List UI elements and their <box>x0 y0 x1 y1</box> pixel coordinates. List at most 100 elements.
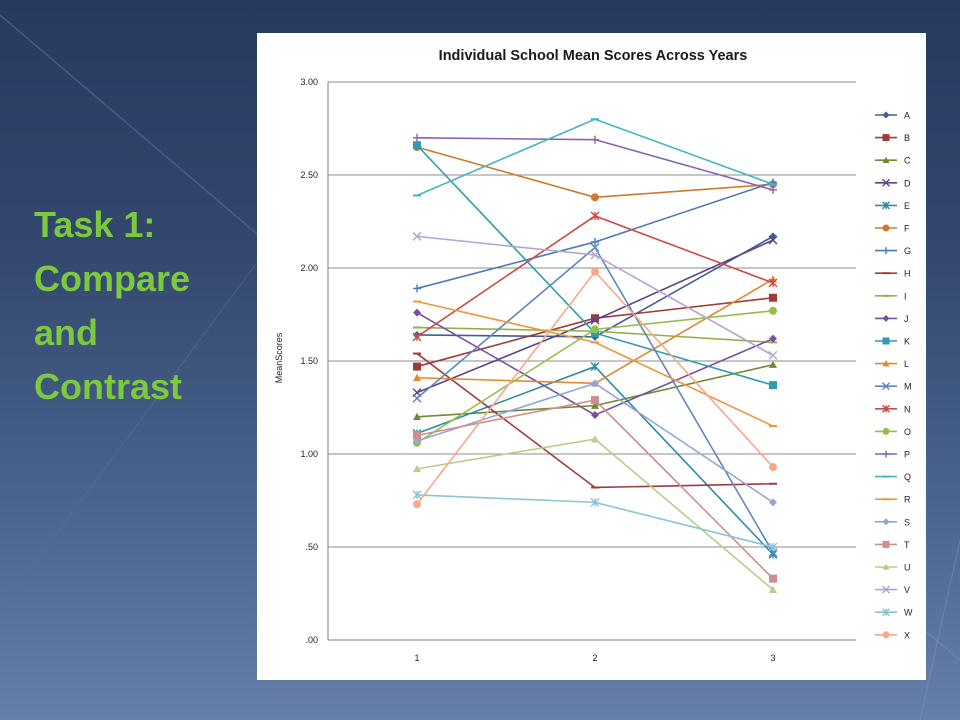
x-tick-label: 2 <box>592 653 597 663</box>
data-point-x <box>413 500 421 509</box>
chart-title: Individual School Mean Scores Across Yea… <box>439 48 748 64</box>
legend-label: K <box>904 337 910 347</box>
data-point-k <box>769 381 777 390</box>
legend-label: L <box>904 359 909 369</box>
data-point-x <box>591 267 599 276</box>
data-point-x <box>769 463 777 472</box>
data-point-c <box>591 401 599 409</box>
legend-item-b: B <box>875 133 910 143</box>
legend-item-d: D <box>875 178 911 188</box>
legend-label: S <box>904 517 910 527</box>
legend-label: H <box>904 269 911 279</box>
data-point-c <box>769 360 777 368</box>
legend-item-k: K <box>875 337 910 347</box>
legend-label: W <box>904 608 913 618</box>
data-point-d <box>590 315 600 325</box>
legend-label: D <box>904 178 911 188</box>
legend-label: M <box>904 382 912 392</box>
series-line-q <box>416 118 774 197</box>
legend-item-h: H <box>875 269 911 279</box>
legend-item-l: L <box>875 359 909 369</box>
data-point-j <box>591 410 599 419</box>
legend-item-v: V <box>875 585 910 595</box>
legend-item-w: W <box>875 608 913 618</box>
data-point-p <box>413 133 421 142</box>
x-tick-label: 1 <box>414 653 419 663</box>
data-point-b <box>591 314 599 323</box>
data-point-p <box>769 185 777 194</box>
legend-label: J <box>904 314 909 324</box>
data-point-v <box>768 350 778 360</box>
line-chart: Individual School Mean Scores Across Yea… <box>274 48 913 663</box>
data-point-v <box>590 250 600 260</box>
legend-label: A <box>904 111 910 121</box>
slide-title: Task 1: Compare and Contrast <box>34 198 249 414</box>
data-point-e <box>590 362 600 372</box>
series-line-x <box>416 270 774 505</box>
legend-item-a: A <box>875 111 910 121</box>
data-point-u <box>769 585 777 593</box>
data-point-t <box>413 431 421 440</box>
y-tick-label: 1.50 <box>300 356 318 366</box>
legend-item-n: N <box>875 404 911 414</box>
series-line-p <box>416 137 774 191</box>
legend-item-p: P <box>875 450 910 460</box>
data-point-d <box>768 235 778 245</box>
legend-item-x: X <box>875 630 910 640</box>
legend-label: P <box>904 450 910 460</box>
legend-label: G <box>904 246 911 256</box>
legend-item-c: C <box>875 156 911 166</box>
data-point-t <box>591 396 599 405</box>
slide-title-line: and <box>34 312 99 353</box>
legend-label: R <box>904 495 911 505</box>
data-point-l <box>413 373 421 381</box>
y-tick-label: 3.00 <box>300 77 318 87</box>
data-point-b <box>769 293 777 302</box>
data-point-m <box>412 393 422 403</box>
y-tick-label: .00 <box>305 635 318 645</box>
legend-item-g: G <box>875 246 911 256</box>
y-axis-label: MeanScores <box>274 332 284 383</box>
chart-container: Individual School Mean Scores Across Yea… <box>257 33 926 680</box>
data-point-w <box>768 542 778 552</box>
legend-item-r: R <box>875 495 911 505</box>
data-point-k <box>413 141 421 150</box>
legend-label: N <box>904 404 911 414</box>
data-point-u <box>591 435 599 443</box>
legend-item-i: I <box>875 291 907 301</box>
legend-label: V <box>904 585 910 595</box>
data-point-b <box>413 362 421 371</box>
legend-label: F <box>904 224 910 234</box>
legend-item-f: F <box>875 224 910 234</box>
legend-label: U <box>904 563 911 573</box>
data-point-n <box>590 211 600 221</box>
data-point-v <box>412 231 422 241</box>
data-point-j <box>769 334 777 343</box>
legend-label: I <box>904 291 907 301</box>
slide-title-line: Task 1: <box>34 204 156 245</box>
legend-label: B <box>904 133 910 143</box>
data-point-u <box>413 464 421 473</box>
legend-item-u: U <box>875 563 911 573</box>
y-tick-label: .50 <box>305 542 318 552</box>
data-point-n <box>768 278 778 288</box>
legend-label: C <box>904 156 911 166</box>
x-tick-label: 3 <box>770 653 775 663</box>
slide-title-line: Compare <box>34 258 191 299</box>
data-point-j <box>413 308 421 317</box>
y-tick-label: 2.00 <box>300 263 318 273</box>
slide-title-line: Contrast <box>34 366 183 407</box>
legend-item-j: J <box>875 314 909 324</box>
data-point-m <box>590 243 600 253</box>
data-point-o <box>591 325 599 334</box>
legend-item-q: Q <box>875 472 911 482</box>
data-point-g <box>413 284 421 293</box>
data-point-c <box>413 412 421 420</box>
legend-label: T <box>904 540 910 550</box>
legend-item-e: E <box>875 201 910 211</box>
legend-item-m: M <box>875 382 912 392</box>
data-point-g <box>591 237 599 246</box>
data-point-p <box>591 135 599 144</box>
data-point-w <box>412 490 422 500</box>
data-point-f <box>591 193 599 202</box>
